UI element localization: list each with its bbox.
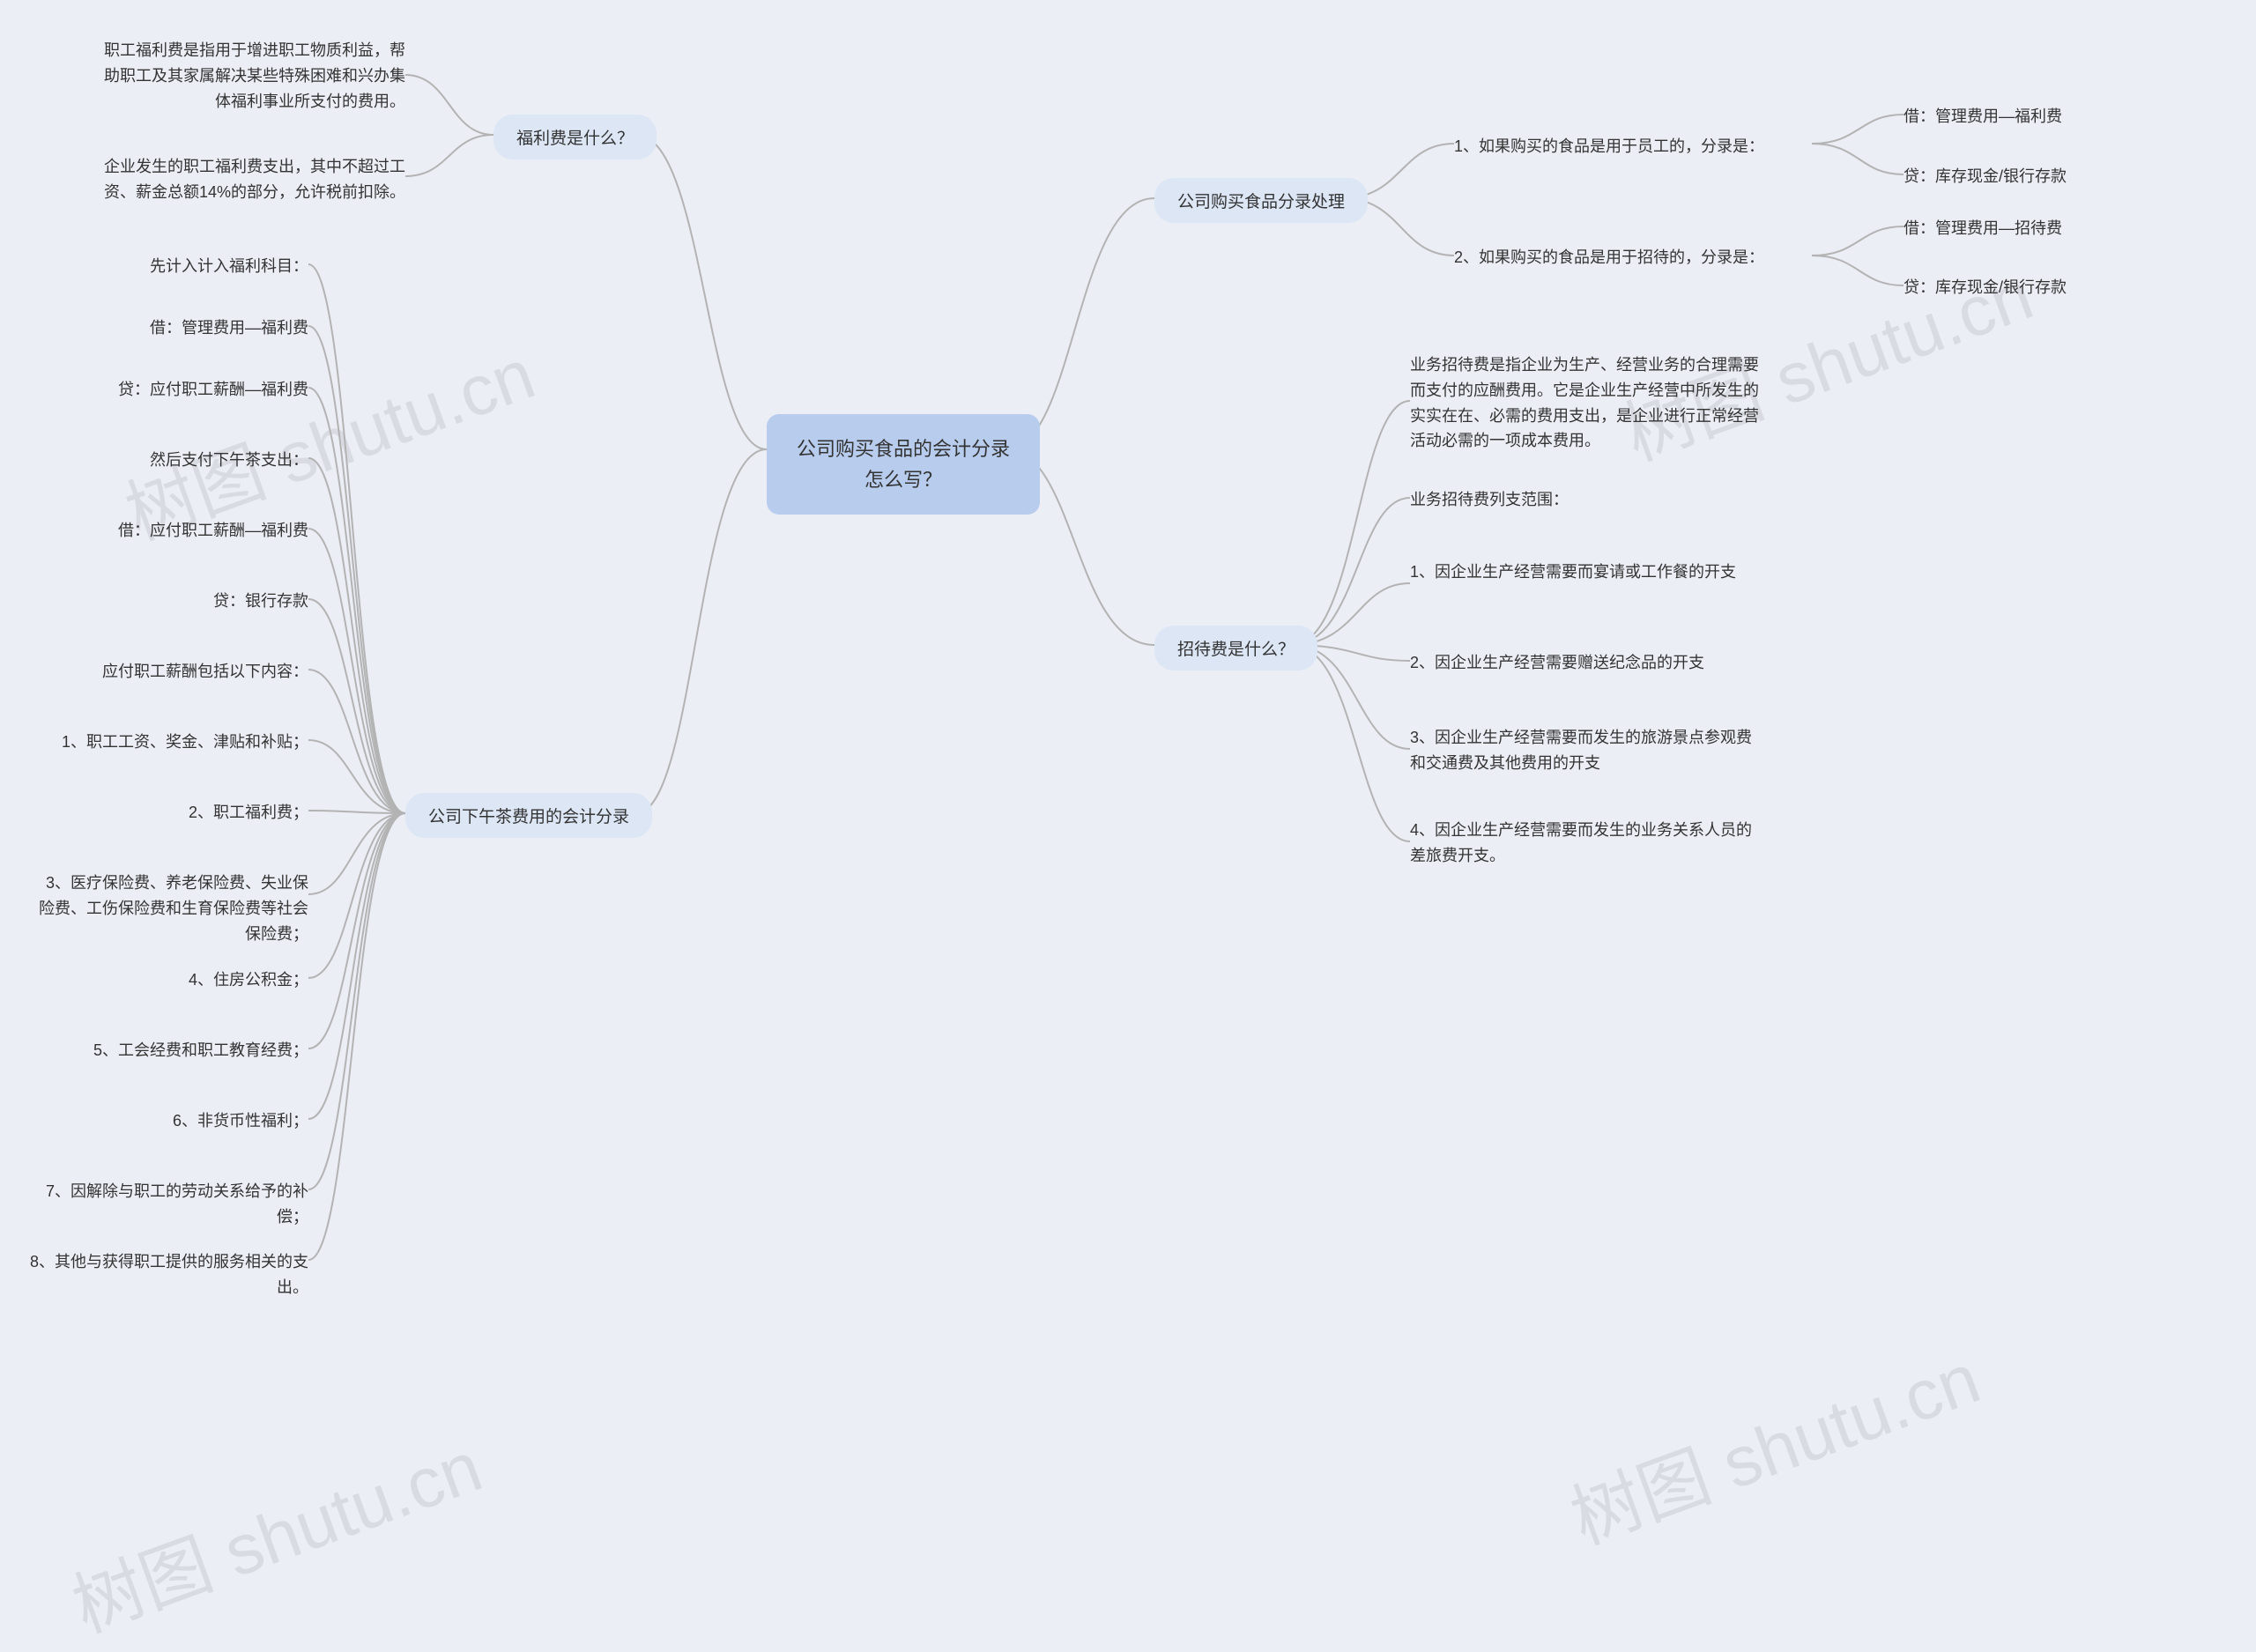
branch-entertainment-fee[interactable]: 招待费是什么？ [1154, 626, 1317, 670]
leaf-b4-i0: 先计入计入福利科目： [44, 254, 308, 279]
root-line1: 公司购买食品的会计分录 [797, 433, 1010, 464]
branch-tea-entries[interactable]: 公司下午茶费用的会计分录 [405, 793, 652, 838]
leaf-b3-i1: 企业发生的职工福利费支出，其中不超过工资、薪金总额14%的部分，允许税前扣除。 [88, 154, 405, 205]
watermark: 树图 shutu.cn [1555, 1322, 1992, 1565]
root-node[interactable]: 公司购买食品的会计分录 怎么写？ [767, 414, 1040, 515]
leaf-b1-i1a: 借：管理费用—福利费 [1904, 104, 2062, 130]
leaf-b4-i2: 贷：应付职工薪酬—福利费 [44, 377, 308, 403]
leaf-b2-i4: 3、因企业生产经营需要而发生的旅游景点参观费和交通费及其他费用的开支 [1410, 725, 1762, 776]
leaf-b4-i6: 应付职工薪酬包括以下内容： [44, 659, 308, 685]
branch-food-entries[interactable]: 公司购买食品分录处理 [1154, 178, 1368, 223]
leaf-b4-i12: 6、非货币性福利； [44, 1108, 308, 1134]
leaf-b1-i2b: 贷：库存现金/银行存款 [1904, 275, 2067, 300]
leaf-b2-i3: 2、因企业生产经营需要赠送纪念品的开支 [1410, 650, 1704, 676]
leaf-b2-i1: 业务招待费列支范围： [1410, 487, 1569, 513]
leaf-b4-i10: 4、住房公积金； [44, 967, 308, 993]
leaf-b4-i1: 借：管理费用—福利费 [44, 315, 308, 341]
watermark: 树图 shutu.cn [57, 1411, 494, 1652]
branch-welfare-fee[interactable]: 福利费是什么？ [494, 115, 657, 159]
leaf-b3-i0: 职工福利费是指用于增进职工物质利益，帮助职工及其家属解决某些特殊困难和兴办集体福… [97, 38, 405, 114]
leaf-b1-i2a: 借：管理费用—招待费 [1904, 216, 2062, 241]
leaf-b4-i11: 5、工会经费和职工教育经费； [44, 1038, 308, 1063]
leaf-b1-i1: 1、如果购买的食品是用于员工的，分录是： [1454, 134, 1764, 159]
leaf-b4-i14: 8、其他与获得职工提供的服务相关的支出。 [9, 1249, 308, 1300]
leaf-b1-i1b: 贷：库存现金/银行存款 [1904, 164, 2067, 189]
root-line2: 怎么写？ [797, 464, 1010, 495]
leaf-b4-i3: 然后支付下午茶支出： [44, 448, 308, 473]
leaf-b2-i0: 业务招待费是指企业为生产、经营业务的合理需要而支付的应酬费用。它是企业生产经营中… [1410, 352, 1762, 454]
leaf-b2-i5: 4、因企业生产经营需要而发生的业务关系人员的差旅费开支。 [1410, 818, 1762, 869]
leaf-b4-i13: 7、因解除与职工的劳动关系给予的补偿； [26, 1179, 308, 1230]
leaf-b4-i7: 1、职工工资、奖金、津贴和补贴； [44, 730, 308, 755]
leaf-b1-i2: 2、如果购买的食品是用于招待的，分录是： [1454, 245, 1764, 270]
leaf-b4-i5: 贷：银行存款 [44, 589, 308, 614]
leaf-b4-i8: 2、职工福利费； [44, 800, 308, 826]
leaf-b2-i2: 1、因企业生产经营需要而宴请或工作餐的开支 [1410, 559, 1736, 585]
leaf-b4-i4: 借：应付职工薪酬—福利费 [44, 518, 308, 544]
leaf-b4-i9: 3、医疗保险费、养老保险费、失业保险费、工伤保险费和生育保险费等社会保险费； [35, 870, 308, 946]
